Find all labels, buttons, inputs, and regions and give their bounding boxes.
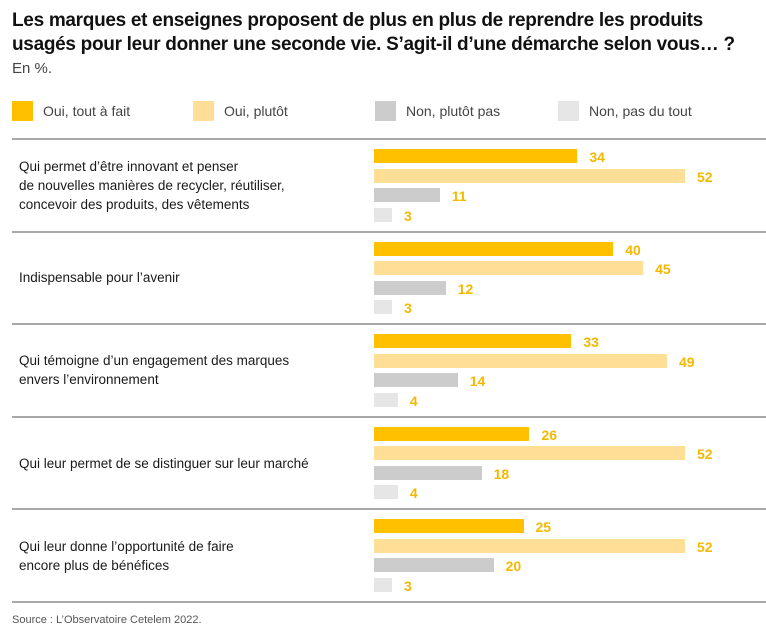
group-separator: [12, 508, 766, 510]
bar-oui-plutot: [374, 538, 685, 553]
value-label: 40: [625, 241, 641, 258]
group-separator: [12, 601, 766, 603]
bar-non-pas-du-tout: [374, 300, 392, 315]
bar-oui-tout-a-fait: [374, 426, 530, 441]
legend-label: Non, pas du tout: [589, 103, 692, 119]
bar-non-pas-du-tout: [374, 392, 398, 407]
bar-non-pas-du-tout: [374, 577, 392, 592]
value-label: 33: [583, 334, 599, 351]
group-separator: [12, 416, 766, 418]
legend-swatch: [375, 101, 396, 121]
chart-title: Les marques et enseignes proposent de pl…: [12, 10, 735, 55]
value-label: 52: [696, 446, 713, 463]
bar-non-pas-du-tout: [374, 485, 398, 500]
bar-oui-tout-a-fait: [374, 334, 572, 349]
bar-non-plutot-pas: [374, 188, 440, 202]
value-label: 49: [679, 353, 695, 370]
chart-subtitle: En %.: [12, 60, 53, 77]
value-label: 52: [696, 168, 713, 185]
bar-non-plutot-pas: [374, 373, 458, 388]
bar-non-plutot-pas: [374, 558, 494, 573]
value-label: 4: [409, 485, 418, 502]
legend-swatch: [558, 101, 579, 121]
bar-non-pas-du-tout: [374, 207, 392, 222]
bar-oui-tout-a-fait: [374, 519, 524, 534]
legend-swatch: [193, 101, 214, 121]
category-label: Qui leur donne l’opportunité de faire enc…: [19, 538, 234, 573]
group-separator: [12, 138, 766, 140]
bar-oui-plutot: [374, 446, 685, 461]
value-label: 12: [457, 280, 474, 297]
legend-item-non-pas-du-tout: Non, pas du tout: [558, 101, 692, 121]
category-label: Qui leur permet de se distinguer sur leu…: [19, 455, 309, 471]
legend-item-non-plutot-pas: Non, plutôt pas: [375, 101, 500, 121]
value-label: 18: [493, 465, 510, 482]
source-note: Source : L’Observatoire Cetelem 2022.: [12, 614, 202, 626]
category-label: Qui témoigne d’un engagement des marques…: [19, 353, 290, 388]
value-label: 3: [403, 207, 412, 224]
bar-non-plutot-pas: [374, 465, 482, 480]
legend-item-oui-tout-a-fait: Oui, tout à fait: [12, 101, 130, 121]
legend-label: Oui, tout à fait: [43, 103, 131, 119]
group-separator: [12, 323, 766, 325]
value-label: 25: [535, 519, 552, 536]
bar-non-plutot-pas: [374, 280, 446, 295]
value-label: 3: [403, 300, 412, 317]
value-label: 14: [469, 373, 486, 390]
category-label: Indispensable pour l’avenir: [19, 270, 180, 286]
bar-oui-plutot: [374, 261, 644, 276]
value-label: 52: [696, 538, 713, 555]
legend-label: Oui, plutôt: [224, 103, 288, 119]
value-label: 45: [655, 261, 671, 278]
bar-oui-tout-a-fait: [374, 149, 578, 163]
value-label: 3: [403, 577, 412, 594]
bar-oui-tout-a-fait: [374, 241, 614, 256]
value-label: 34: [589, 149, 605, 165]
legend-item-oui-plutot: Oui, plutôt: [193, 101, 288, 121]
value-label: 4: [409, 392, 418, 409]
group-separator: [12, 231, 766, 233]
category-label: Qui permet d’être innovant et penser de n…: [19, 158, 285, 212]
legend-swatch: [12, 101, 33, 121]
value-label: 11: [451, 188, 467, 204]
bar-oui-plutot: [374, 168, 685, 183]
legend-label: Non, plutôt pas: [406, 103, 501, 119]
value-label: 26: [541, 426, 558, 443]
bar-oui-plutot: [374, 353, 668, 368]
value-label: 20: [505, 558, 522, 575]
